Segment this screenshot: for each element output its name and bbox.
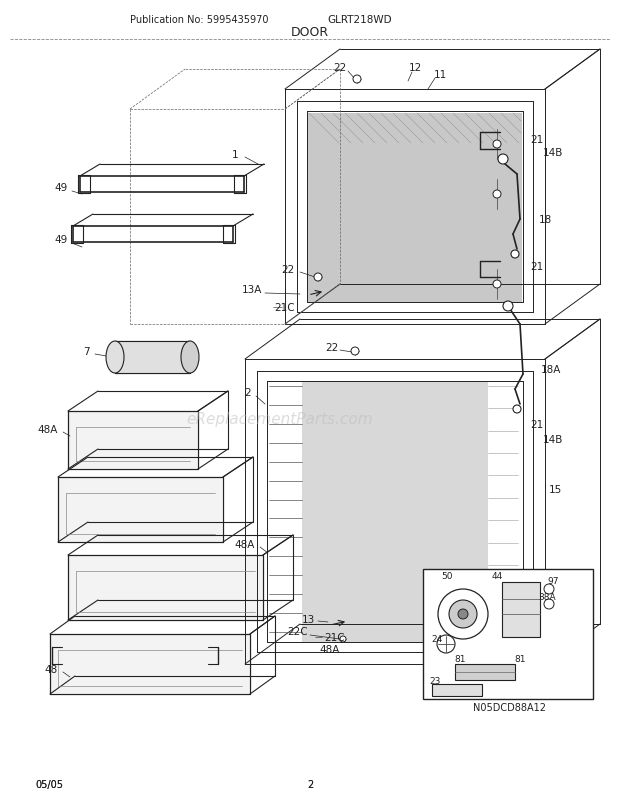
Bar xyxy=(423,569,593,699)
Bar xyxy=(115,342,190,374)
Text: 48A: 48A xyxy=(38,424,58,435)
Text: 18: 18 xyxy=(538,215,552,225)
Text: 24: 24 xyxy=(432,634,443,644)
Bar xyxy=(308,114,522,302)
Text: 21C: 21C xyxy=(325,632,345,642)
Text: 21: 21 xyxy=(530,419,544,429)
Text: 50: 50 xyxy=(441,572,453,581)
Text: 48A: 48A xyxy=(234,539,255,549)
Circle shape xyxy=(544,599,554,610)
Text: 22: 22 xyxy=(334,63,347,73)
Circle shape xyxy=(438,589,488,639)
Circle shape xyxy=(498,155,508,164)
Ellipse shape xyxy=(181,342,199,374)
Text: 49: 49 xyxy=(55,183,68,192)
Bar xyxy=(51,635,249,693)
Text: 44: 44 xyxy=(492,572,503,581)
Text: eReplacementParts.com: eReplacementParts.com xyxy=(187,412,373,427)
Circle shape xyxy=(544,585,554,594)
Circle shape xyxy=(513,406,521,414)
Bar xyxy=(455,664,515,680)
Text: 14B: 14B xyxy=(543,148,563,158)
Circle shape xyxy=(493,191,501,199)
Text: 38A: 38A xyxy=(538,593,556,602)
Text: 81: 81 xyxy=(454,654,466,664)
Circle shape xyxy=(314,273,322,282)
Text: 2: 2 xyxy=(307,779,313,789)
Bar xyxy=(502,582,540,638)
Circle shape xyxy=(493,141,501,149)
Bar xyxy=(59,479,222,541)
Text: 2: 2 xyxy=(307,779,313,789)
Text: 7: 7 xyxy=(83,346,90,357)
Text: DOOR: DOOR xyxy=(291,26,329,38)
Circle shape xyxy=(437,635,455,653)
Text: 05/05: 05/05 xyxy=(35,779,63,789)
Text: 05/05: 05/05 xyxy=(35,779,63,789)
Bar xyxy=(69,412,197,468)
Text: 22: 22 xyxy=(281,265,294,274)
Text: N05DCD88A12: N05DCD88A12 xyxy=(474,702,546,712)
Bar xyxy=(432,684,482,696)
Text: GLRT218WD: GLRT218WD xyxy=(328,15,392,25)
Circle shape xyxy=(503,302,513,312)
Text: 12: 12 xyxy=(409,63,422,73)
Bar xyxy=(69,557,262,619)
Text: 23: 23 xyxy=(429,677,441,686)
Text: 21: 21 xyxy=(530,261,544,272)
Circle shape xyxy=(493,281,501,289)
Circle shape xyxy=(351,347,359,355)
Text: 21C: 21C xyxy=(275,302,295,313)
Text: 49: 49 xyxy=(55,235,68,245)
Text: 21: 21 xyxy=(530,135,544,145)
Text: 22C: 22C xyxy=(288,626,308,636)
Bar xyxy=(302,382,488,642)
Text: 48: 48 xyxy=(45,664,58,674)
Text: 1: 1 xyxy=(232,150,238,160)
Text: 97: 97 xyxy=(547,577,559,585)
Circle shape xyxy=(511,251,519,259)
Ellipse shape xyxy=(106,342,124,374)
Text: 11: 11 xyxy=(433,70,446,80)
Text: 2: 2 xyxy=(245,387,251,398)
Circle shape xyxy=(458,610,468,619)
Text: 81: 81 xyxy=(514,654,526,664)
Circle shape xyxy=(340,636,346,642)
Text: 13A: 13A xyxy=(242,285,262,294)
Text: 14B: 14B xyxy=(543,435,563,444)
Text: Publication No: 5995435970: Publication No: 5995435970 xyxy=(130,15,268,25)
Text: 18A: 18A xyxy=(541,365,561,375)
Text: 15: 15 xyxy=(548,484,562,494)
Text: 13: 13 xyxy=(301,614,314,624)
Circle shape xyxy=(353,76,361,84)
Circle shape xyxy=(449,600,477,628)
Text: 22: 22 xyxy=(326,342,339,353)
Text: 48A: 48A xyxy=(320,644,340,654)
